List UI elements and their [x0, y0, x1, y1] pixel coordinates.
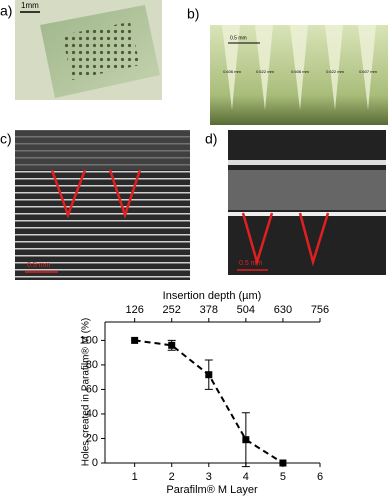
- needle-outline: [50, 169, 87, 219]
- x2-tick-label: 756: [311, 304, 329, 316]
- x2-tick-label: 378: [200, 304, 218, 316]
- y-tick-label: 100: [80, 334, 98, 346]
- y-tick-label: 0: [92, 457, 98, 469]
- oct-layer: [228, 160, 386, 165]
- x2-tick-label: 630: [274, 304, 292, 316]
- measurement: 0.606 mm: [291, 69, 309, 74]
- x-tick-label: 6: [317, 471, 323, 483]
- measurement: 0.622 mm: [326, 69, 344, 74]
- marker: [205, 371, 213, 379]
- oct-layer: [228, 212, 386, 216]
- x2-tick-label: 126: [125, 304, 143, 316]
- y-tick-label: 80: [86, 359, 98, 371]
- needle-profiles: [222, 25, 376, 110]
- y-tick-label: 20: [86, 432, 98, 444]
- scale-label: 1mm: [21, 1, 39, 10]
- scale-label: 0.5 mm: [230, 35, 247, 41]
- y-axis-label: Holes created in Parafilm® M (%): [81, 318, 92, 467]
- panel-label: a): [0, 3, 12, 19]
- oct-top: [15, 130, 190, 170]
- x-tick-label: 1: [132, 471, 138, 483]
- measurement: 0.622 mm: [256, 69, 274, 74]
- measurement: 0.607 mm: [359, 69, 377, 74]
- needle-outline: [298, 212, 330, 267]
- oct-layer: [228, 170, 386, 210]
- measurement: 0.606 mm: [223, 69, 241, 74]
- x2-tick-label: 252: [163, 304, 181, 316]
- x2-axis-label: Insertion depth (µm): [163, 290, 262, 302]
- x-tick-label: 3: [206, 471, 212, 483]
- y-tick-label: 60: [86, 383, 98, 395]
- marker: [168, 341, 176, 349]
- marker: [279, 459, 287, 467]
- scale-label: 0.5 mm: [239, 260, 263, 267]
- scale-label: 0.5 mm: [27, 262, 51, 269]
- microneedles: [62, 22, 140, 80]
- x2-tick-label: 504: [237, 304, 255, 316]
- needle-outline: [108, 169, 142, 219]
- panel-label: d): [205, 131, 217, 147]
- panel-label: c): [0, 131, 12, 147]
- x-axis-label: Parafilm® M Layer: [166, 484, 258, 496]
- x-tick-label: 2: [169, 471, 175, 483]
- marker: [131, 336, 139, 344]
- x-tick-label: 4: [243, 471, 249, 483]
- needle-outline: [241, 212, 274, 267]
- data-line: [134, 339, 284, 464]
- y-tick-label: 40: [86, 408, 98, 420]
- panel-label: b): [187, 6, 199, 22]
- x-tick-label: 5: [280, 471, 286, 483]
- marker: [242, 436, 250, 444]
